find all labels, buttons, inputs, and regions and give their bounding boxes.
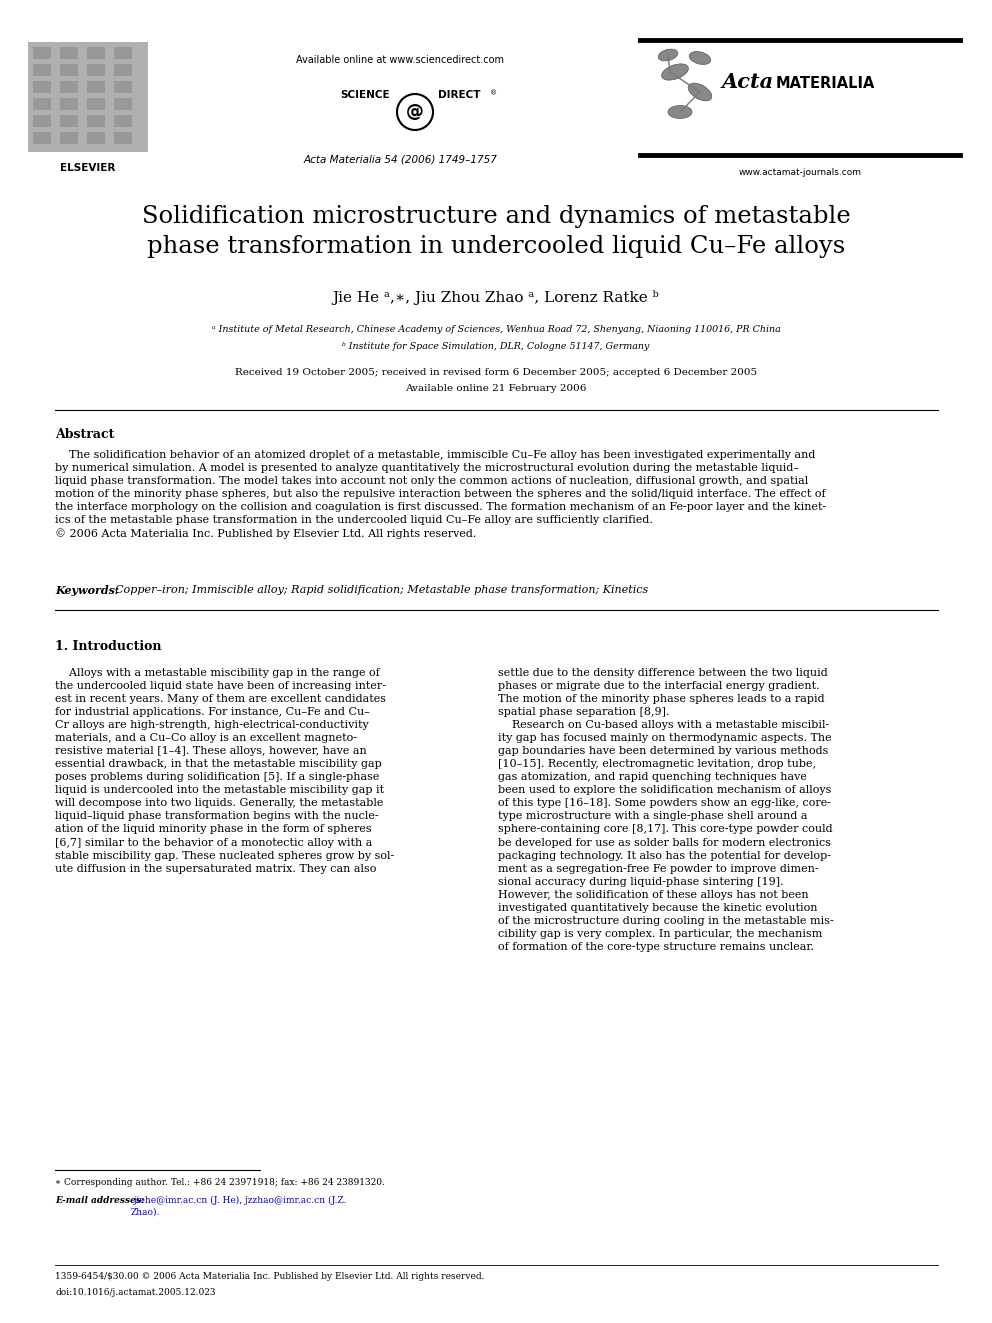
Bar [114,115,132,127]
Text: settle due to the density difference between the two liquid
phases or migrate du: settle due to the density difference bet… [498,668,833,951]
Ellipse shape [668,106,692,119]
Text: 1. Introduction: 1. Introduction [55,640,162,654]
Text: Acta: Acta [722,71,774,93]
Text: Received 19 October 2005; received in revised form 6 December 2005; accepted 6 D: Received 19 October 2005; received in re… [235,368,757,377]
Bar [114,64,132,75]
Text: Keywords:: Keywords: [55,585,119,595]
Text: MATERIALIA: MATERIALIA [776,75,875,91]
Bar [33,98,51,110]
Text: www.actamat-journals.com: www.actamat-journals.com [738,168,861,177]
Text: Jie He ᵃ,∗, Jiu Zhou Zhao ᵃ, Lorenz Ratke ᵇ: Jie He ᵃ,∗, Jiu Zhou Zhao ᵃ, Lorenz Ratk… [332,290,660,306]
Text: Copper–iron; Immiscible alloy; Rapid solidification; Metastable phase transforma: Copper–iron; Immiscible alloy; Rapid sol… [108,585,648,595]
Bar [60,81,78,93]
Bar [28,42,148,152]
Text: 1359-6454/$30.00 © 2006 Acta Materialia Inc. Published by Elsevier Ltd. All righ: 1359-6454/$30.00 © 2006 Acta Materialia … [55,1271,484,1281]
Bar [114,48,132,60]
Bar [33,115,51,127]
Bar [87,64,105,75]
Bar [60,98,78,110]
Bar [87,115,105,127]
Text: Available online 21 February 2006: Available online 21 February 2006 [406,384,586,393]
Text: DIRECT: DIRECT [438,90,480,101]
Text: E-mail addresses:: E-mail addresses: [55,1196,145,1205]
Text: ᵃ Institute of Metal Research, Chinese Academy of Sciences, Wenhua Road 72, Shen: ᵃ Institute of Metal Research, Chinese A… [211,325,781,333]
Ellipse shape [688,83,712,101]
Text: doi:10.1016/j.actamat.2005.12.023: doi:10.1016/j.actamat.2005.12.023 [55,1289,215,1297]
Text: Abstract: Abstract [55,429,114,441]
Text: Solidification microstructure and dynamics of metastable: Solidification microstructure and dynami… [142,205,850,228]
Bar [114,81,132,93]
Text: Available online at www.sciencedirect.com: Available online at www.sciencedirect.co… [296,56,504,65]
Bar [87,98,105,110]
Ellipse shape [689,52,710,65]
Bar [33,64,51,75]
Bar [114,132,132,144]
Bar [33,132,51,144]
Text: phase transformation in undercooled liquid Cu–Fe alloys: phase transformation in undercooled liqu… [147,235,845,258]
Bar [87,132,105,144]
Text: ®: ® [490,90,497,97]
Bar [60,64,78,75]
Bar [60,115,78,127]
Text: Acta Materialia 54 (2006) 1749–1757: Acta Materialia 54 (2006) 1749–1757 [304,155,497,165]
Text: Alloys with a metastable miscibility gap in the range of
the undercooled liquid : Alloys with a metastable miscibility gap… [55,668,394,873]
Bar [33,48,51,60]
Bar [87,81,105,93]
Text: ᵇ Institute for Space Simulation, DLR, Cologne 51147, Germany: ᵇ Institute for Space Simulation, DLR, C… [342,343,650,351]
Ellipse shape [662,64,688,81]
Bar [87,48,105,60]
Text: ∗ Corresponding author. Tel.: +86 24 23971918; fax: +86 24 23891320.: ∗ Corresponding author. Tel.: +86 24 239… [55,1177,385,1187]
Bar [33,81,51,93]
Text: The solidification behavior of an atomized droplet of a metastable, immiscible C: The solidification behavior of an atomiz… [55,450,826,540]
Bar [114,98,132,110]
Bar [60,132,78,144]
Bar [60,48,78,60]
Text: @: @ [406,103,424,120]
Ellipse shape [659,49,678,61]
Text: jiehe@imr.ac.cn (J. He), jzzhao@imr.ac.cn (J.Z.
Zhao).: jiehe@imr.ac.cn (J. He), jzzhao@imr.ac.c… [131,1196,346,1217]
Text: ELSEVIER: ELSEVIER [61,163,116,173]
Text: SCIENCE: SCIENCE [340,90,390,101]
